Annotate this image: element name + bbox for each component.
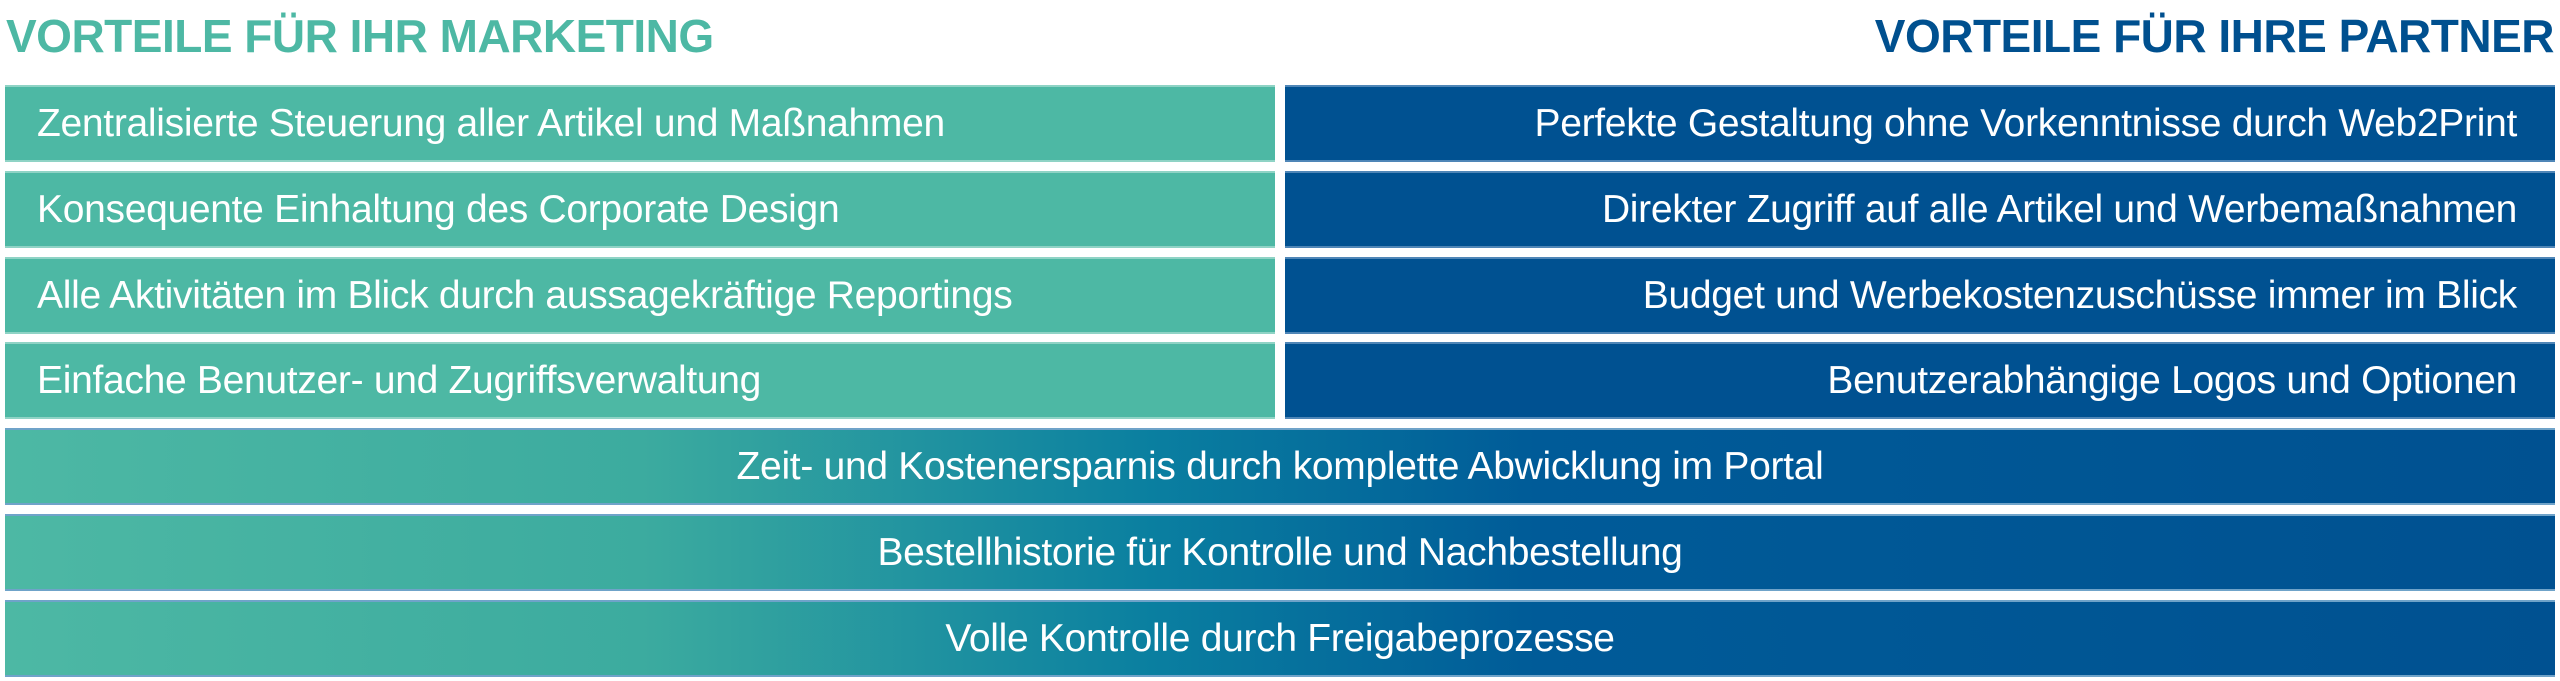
shared-item: Bestellhistorie für Kontrolle und Nachbe… (5, 514, 2555, 591)
partner-item: Budget und Werbekostenzuschüsse immer im… (1285, 257, 2555, 334)
marketing-item: Konsequente Einhaltung des Corporate Des… (5, 171, 1275, 248)
partner-item: Perfekte Gestaltung ohne Vorkenntnisse d… (1285, 85, 2555, 162)
shared-item: Zeit- und Kostenersparnis durch komplett… (5, 428, 2555, 505)
partner-item: Benutzerabhängige Logos und Optionen (1285, 342, 2555, 419)
marketing-item: Zentralisierte Steuerung aller Artikel u… (5, 85, 1275, 162)
shared-item: Volle Kontrolle durch Freigabeprozesse (5, 600, 2555, 677)
marketing-item: Alle Aktivitäten im Blick durch aussagek… (5, 257, 1275, 334)
marketing-heading: VORTEILE FÜR IHR MARKETING (6, 10, 714, 62)
partner-item: Direkter Zugriff auf alle Artikel und We… (1285, 171, 2555, 248)
partner-heading: VORTEILE FÜR IHRE PARTNER (1874, 10, 2555, 62)
marketing-item: Einfache Benutzer- und Zugriffsverwaltun… (5, 342, 1275, 419)
